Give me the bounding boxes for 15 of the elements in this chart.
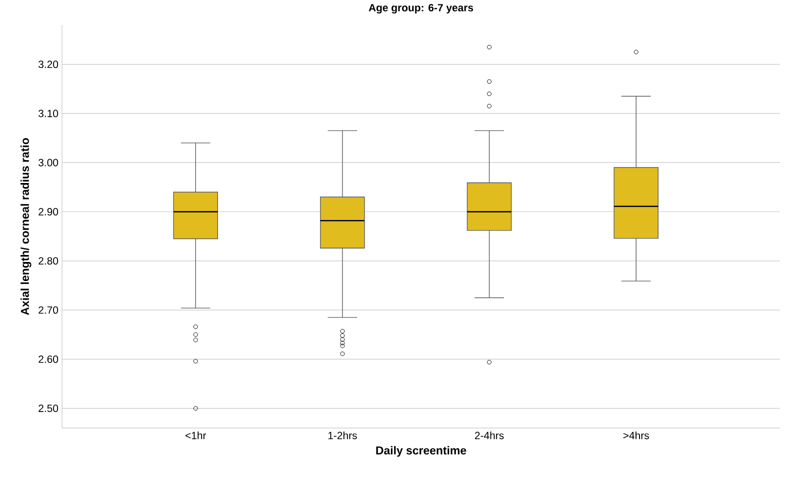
y-tick-label: 2.60 bbox=[38, 356, 58, 363]
y-tick-label: 2.70 bbox=[38, 306, 58, 314]
x-tick-label: >4hrs bbox=[623, 432, 649, 440]
y-tick-label: 3.00 bbox=[38, 158, 58, 166]
y-tick-label: 2.50 bbox=[38, 404, 58, 412]
y-tick-label: 3.10 bbox=[38, 110, 58, 118]
y-tick-label: 2.80 bbox=[38, 257, 58, 265]
y-tick-label: 2.90 bbox=[38, 208, 58, 216]
y-axis-title: Axial length/ corneal radius ratio bbox=[20, 138, 32, 316]
x-tick-label: 1-2hrs bbox=[328, 432, 357, 440]
chart-title: Age group: 6-7 years bbox=[368, 4, 474, 14]
x-tick-label: <1hr bbox=[186, 432, 206, 440]
y-tick-label: 3.20 bbox=[38, 60, 58, 68]
x-tick-label: 2-4hrs bbox=[474, 432, 504, 440]
x-axis-title: Daily screentime bbox=[376, 446, 466, 457]
